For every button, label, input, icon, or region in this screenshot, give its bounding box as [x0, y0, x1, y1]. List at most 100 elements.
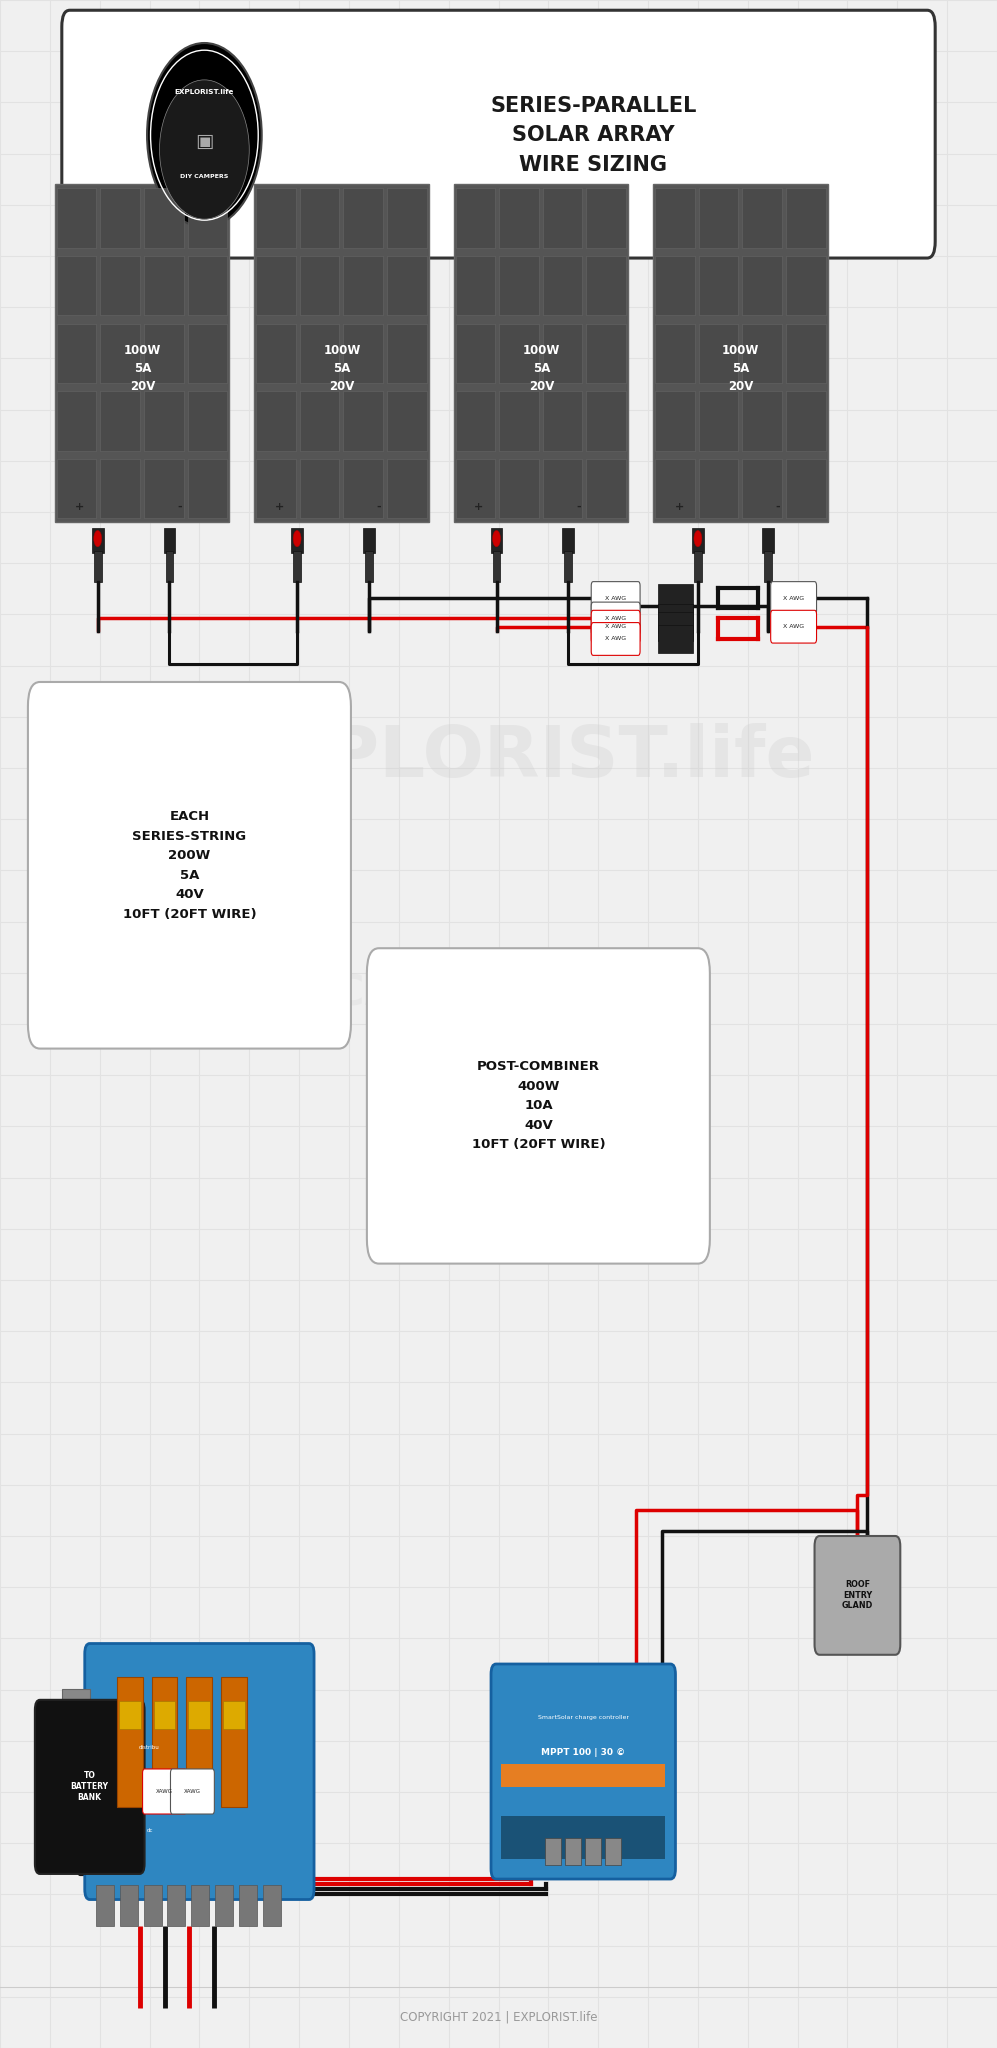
Bar: [57, 459, 97, 518]
Ellipse shape: [147, 43, 261, 227]
Text: SmartSolar charge controller: SmartSolar charge controller: [537, 1714, 629, 1720]
Bar: [187, 324, 227, 383]
Bar: [542, 256, 582, 315]
Bar: [456, 459, 496, 518]
Bar: [256, 324, 296, 383]
Bar: [57, 324, 97, 383]
Bar: [256, 188, 296, 248]
Text: X AWG: X AWG: [604, 616, 626, 621]
Bar: [499, 256, 538, 315]
Text: EXPLORIST.life: EXPLORIST.life: [221, 723, 816, 793]
Bar: [101, 459, 140, 518]
Text: SERIES-PARALLEL
SOLAR ARRAY
WIRE SIZING: SERIES-PARALLEL SOLAR ARRAY WIRE SIZING: [491, 96, 696, 174]
Bar: [605, 1839, 621, 1864]
Bar: [565, 1839, 581, 1864]
Bar: [256, 391, 296, 451]
Bar: [101, 391, 140, 451]
Bar: [363, 528, 375, 553]
Bar: [120, 1884, 138, 1925]
Text: 1000: 1000: [141, 1792, 159, 1798]
Bar: [167, 1884, 185, 1925]
Bar: [786, 391, 826, 451]
Bar: [586, 391, 626, 451]
Bar: [585, 1839, 601, 1864]
Bar: [762, 528, 774, 553]
FancyBboxPatch shape: [771, 582, 817, 614]
Bar: [101, 256, 140, 315]
Circle shape: [493, 530, 500, 547]
Bar: [562, 528, 574, 553]
FancyBboxPatch shape: [591, 602, 640, 635]
Bar: [655, 391, 695, 451]
Bar: [166, 551, 173, 582]
Bar: [164, 528, 175, 553]
Text: X AWG: X AWG: [604, 596, 626, 600]
Bar: [387, 324, 427, 383]
Text: X AWG: X AWG: [604, 637, 626, 641]
FancyBboxPatch shape: [591, 582, 640, 614]
Bar: [491, 528, 502, 553]
Text: DIY CAMPERS: DIY CAMPERS: [180, 174, 228, 178]
Bar: [300, 324, 339, 383]
Bar: [786, 256, 826, 315]
Bar: [786, 459, 826, 518]
Bar: [223, 1700, 245, 1729]
Bar: [300, 256, 339, 315]
Ellipse shape: [160, 80, 249, 219]
FancyBboxPatch shape: [815, 1536, 900, 1655]
Bar: [187, 256, 227, 315]
Bar: [188, 1700, 210, 1729]
Text: ROOF
ENTRY
GLAND: ROOF ENTRY GLAND: [841, 1581, 873, 1610]
Bar: [101, 324, 140, 383]
Bar: [256, 459, 296, 518]
Bar: [493, 551, 500, 582]
FancyBboxPatch shape: [28, 682, 351, 1049]
Bar: [343, 391, 383, 451]
Bar: [186, 1677, 212, 1806]
Bar: [96, 1884, 114, 1925]
Bar: [542, 324, 582, 383]
Bar: [764, 551, 772, 582]
Text: MPPT 100 | 30 ©: MPPT 100 | 30 ©: [541, 1747, 625, 1757]
Bar: [742, 256, 782, 315]
Bar: [699, 459, 738, 518]
Bar: [387, 459, 427, 518]
Bar: [658, 612, 693, 641]
Bar: [343, 256, 383, 315]
Text: 100W
5A
20V: 100W 5A 20V: [722, 344, 760, 393]
Text: -: -: [776, 502, 780, 512]
FancyBboxPatch shape: [591, 623, 640, 655]
Bar: [293, 551, 301, 582]
Bar: [655, 188, 695, 248]
Bar: [586, 459, 626, 518]
Text: DIY CAMPERS: DIY CAMPERS: [238, 973, 559, 1014]
Bar: [300, 188, 339, 248]
Text: +: +: [75, 502, 85, 512]
Bar: [456, 256, 496, 315]
Bar: [57, 256, 97, 315]
Text: XAWG: XAWG: [156, 1790, 173, 1794]
Bar: [57, 391, 97, 451]
Bar: [144, 459, 183, 518]
FancyBboxPatch shape: [491, 1663, 676, 1880]
Bar: [365, 551, 373, 582]
Bar: [343, 324, 383, 383]
Text: X AWG: X AWG: [783, 596, 805, 600]
Bar: [254, 184, 429, 522]
FancyBboxPatch shape: [367, 948, 710, 1264]
Bar: [694, 551, 702, 582]
Bar: [101, 188, 140, 248]
Bar: [300, 459, 339, 518]
Bar: [542, 459, 582, 518]
Bar: [187, 459, 227, 518]
Bar: [499, 324, 538, 383]
Bar: [154, 1700, 175, 1729]
FancyBboxPatch shape: [62, 10, 935, 258]
Bar: [387, 256, 427, 315]
Bar: [187, 391, 227, 451]
FancyBboxPatch shape: [143, 1769, 186, 1815]
Text: TO
BATTERY
BANK: TO BATTERY BANK: [71, 1772, 109, 1802]
Bar: [500, 1763, 665, 1788]
Bar: [55, 184, 229, 522]
Text: +: +: [274, 502, 284, 512]
